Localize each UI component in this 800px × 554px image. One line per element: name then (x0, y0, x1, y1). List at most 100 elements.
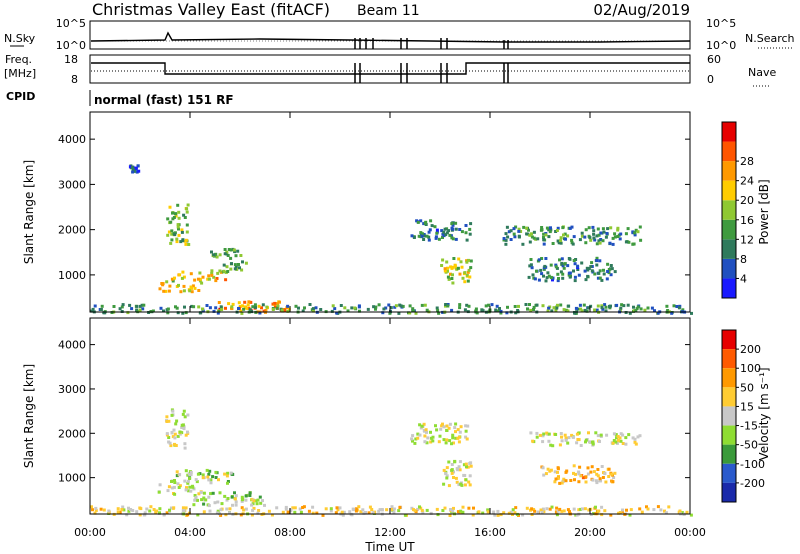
data-cell (570, 238, 574, 242)
data-cell (343, 306, 347, 310)
colorbar-swatch (722, 406, 736, 426)
data-cell (541, 434, 545, 438)
data-cell (255, 502, 259, 506)
data-cell (577, 273, 581, 277)
data-cell (429, 430, 432, 434)
data-cell (477, 510, 481, 514)
colorbar-swatch (722, 349, 736, 369)
data-cell (560, 481, 564, 485)
data-cell (427, 238, 431, 242)
data-cell (218, 491, 222, 495)
data-cell (191, 284, 195, 288)
data-cell (589, 470, 593, 474)
data-cell (220, 502, 224, 506)
data-cell (224, 278, 228, 282)
data-cell (613, 232, 617, 236)
data-cell (168, 441, 172, 445)
data-cell (441, 232, 445, 236)
data-cell (259, 501, 263, 505)
y-tick-label: 3000 (58, 178, 86, 191)
data-cell (616, 235, 620, 238)
data-cell (447, 460, 451, 464)
data-cell (595, 263, 599, 267)
data-cell (179, 240, 183, 244)
data-cell (521, 513, 525, 517)
data-cell (178, 430, 182, 434)
data-cell (195, 480, 199, 484)
data-cell (551, 278, 554, 282)
data-cell (389, 306, 393, 310)
data-cell (594, 431, 598, 435)
data-cell (187, 489, 190, 493)
data-cell (567, 436, 571, 440)
data-cell (628, 513, 632, 517)
data-cell (579, 474, 583, 478)
data-cell (173, 492, 177, 496)
data-cell (543, 264, 547, 268)
velocity-colorbar: 200 100 50 15 -15 -50 -100 -200 (721, 329, 765, 503)
data-cell (165, 432, 169, 436)
data-cell (469, 461, 473, 465)
data-cell (166, 307, 170, 311)
data-cell (585, 309, 589, 313)
data-cell (677, 306, 681, 310)
data-cell (555, 513, 559, 517)
data-cell (567, 271, 571, 275)
data-cell (196, 277, 200, 281)
data-cell (398, 506, 402, 509)
data-cell (416, 432, 420, 436)
data-cell (441, 236, 444, 239)
data-cell (619, 232, 623, 236)
data-cell (171, 279, 175, 283)
data-cell (189, 489, 193, 493)
data-cell (241, 304, 244, 308)
data-cell (474, 309, 478, 313)
data-cell (196, 498, 199, 502)
data-cell (102, 508, 106, 512)
data-cell (533, 509, 537, 513)
data-cell (410, 234, 414, 238)
data-cell (422, 422, 426, 426)
data-cell (378, 508, 382, 512)
data-cell (431, 435, 435, 439)
data-cell (161, 283, 165, 287)
data-cell (278, 300, 281, 304)
data-cell (331, 304, 335, 308)
data-cell (214, 252, 218, 256)
data-cell (264, 309, 268, 312)
data-cell (387, 303, 391, 307)
data-cell (514, 506, 518, 510)
data-cell (350, 306, 354, 310)
data-cell (263, 503, 266, 507)
data-cell (442, 468, 446, 472)
data-cell (587, 431, 590, 435)
data-cell (169, 220, 173, 224)
data-cell (434, 236, 438, 240)
data-cell (606, 262, 610, 266)
data-cell (416, 220, 420, 224)
data-cell (631, 436, 635, 440)
data-cell (166, 233, 170, 237)
data-cell (412, 508, 415, 512)
data-cell (646, 507, 650, 511)
data-cell (181, 270, 185, 274)
data-cell (605, 232, 609, 235)
data-cell (550, 505, 554, 509)
data-cell (466, 424, 470, 428)
data-cell (167, 289, 171, 293)
data-cell (216, 509, 220, 513)
data-cell (594, 479, 598, 483)
data-cell (535, 435, 539, 439)
data-cell (170, 277, 174, 281)
data-cell (128, 303, 132, 307)
data-cell (559, 270, 563, 274)
data-cell (192, 305, 196, 309)
data-cell (209, 481, 213, 485)
data-cell (184, 506, 188, 510)
data-cell (618, 436, 622, 440)
data-cell (539, 508, 543, 512)
data-cell (430, 224, 434, 228)
data-cell (307, 509, 311, 513)
data-cell (486, 508, 490, 512)
data-cell (561, 276, 565, 280)
